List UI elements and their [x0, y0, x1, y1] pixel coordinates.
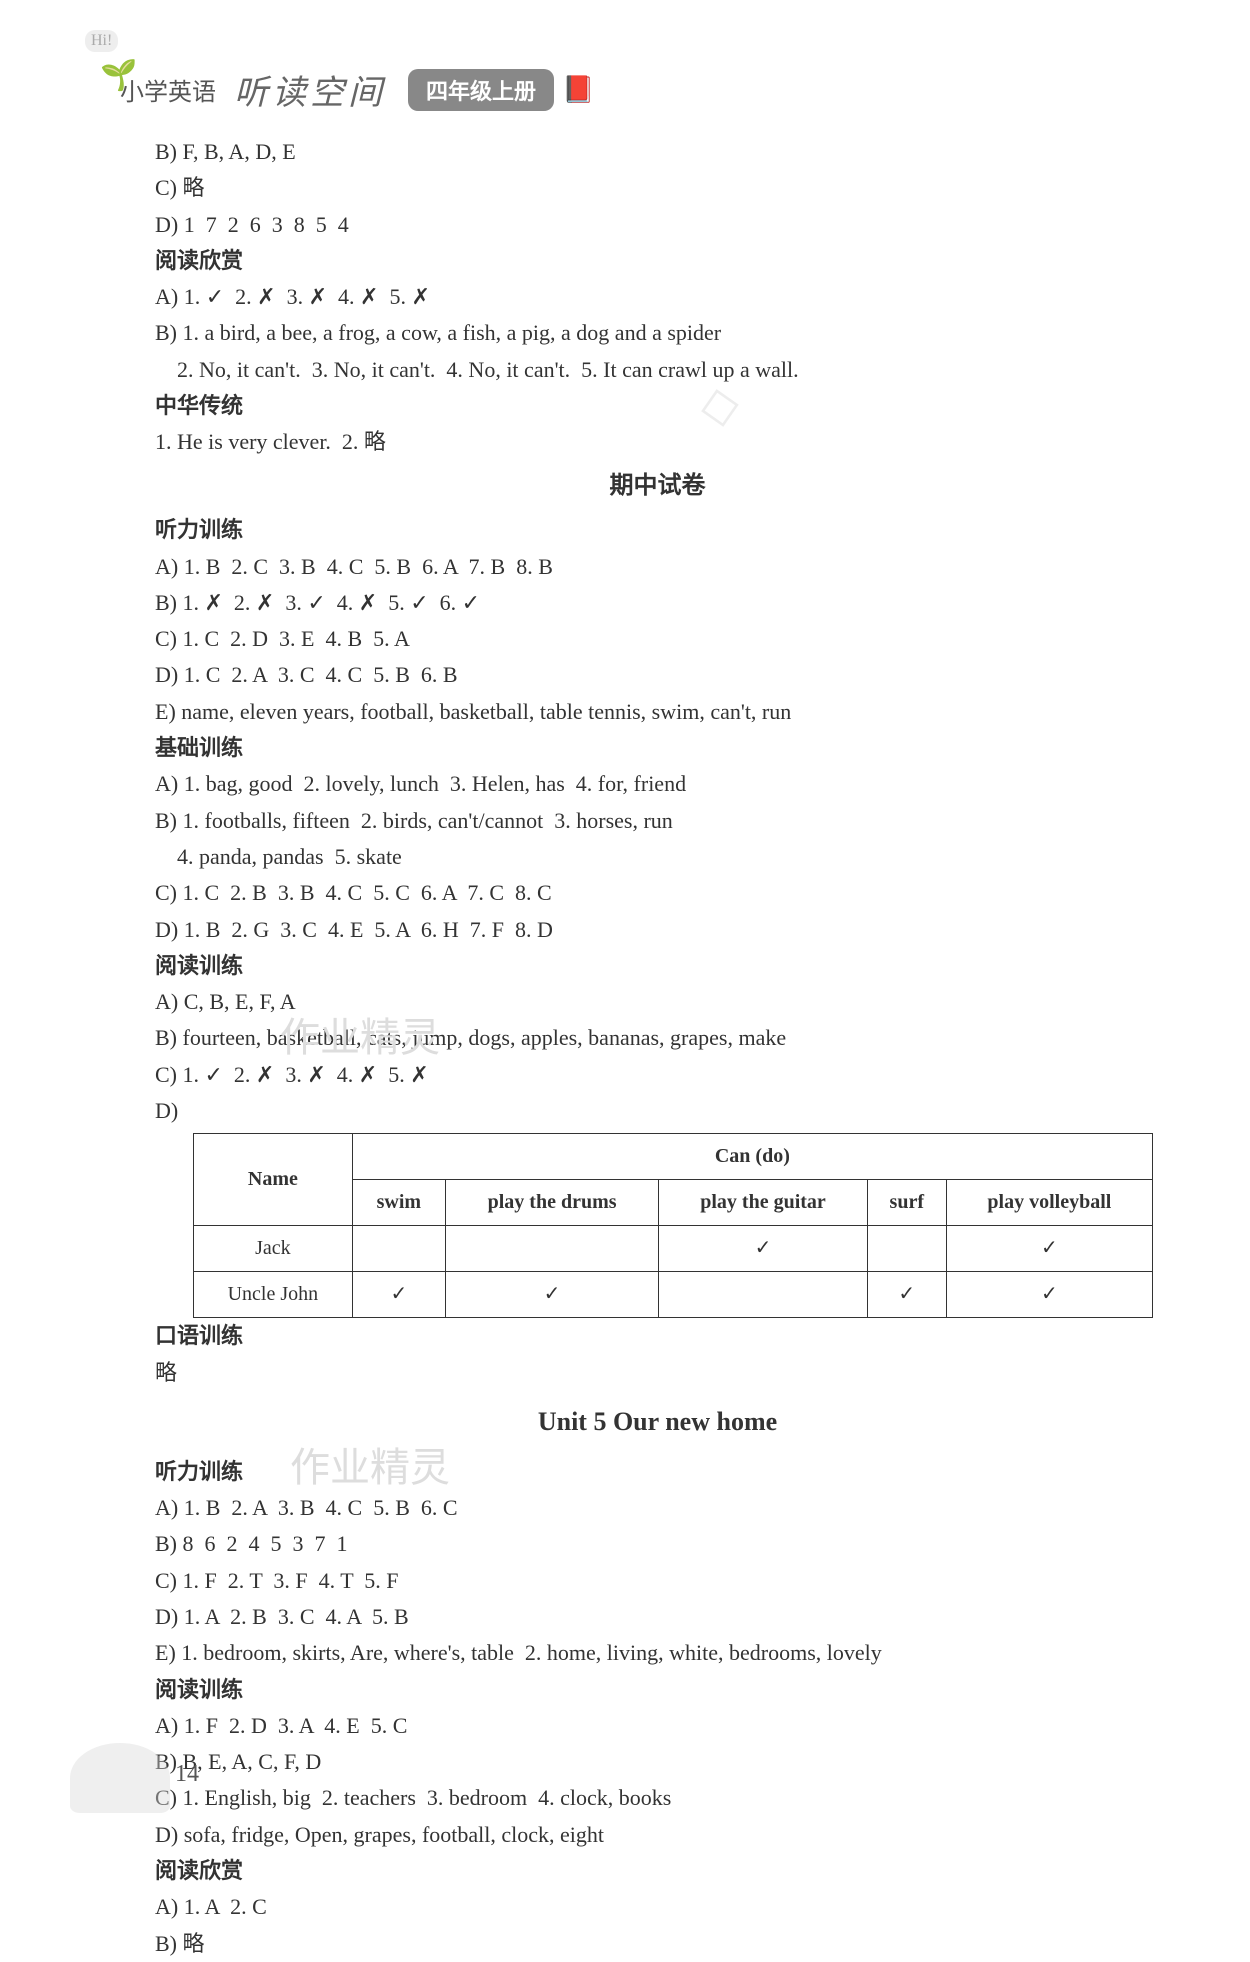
table-cell: ✓	[445, 1272, 658, 1318]
answer-line: B) F, B, A, D, E	[155, 134, 1160, 170]
answer-line: A) 1. B 2. C 3. B 4. C 5. B 6. A 7. B 8.…	[155, 549, 1160, 585]
answer-line: 1. He is very clever. 2. 略	[155, 424, 1160, 460]
answer-line: C) 1. C 2. B 3. B 4. C 5. C 6. A 7. C 8.…	[155, 875, 1160, 911]
table-col: play the drums	[445, 1180, 658, 1226]
answer-line: D) 1 7 2 6 3 8 5 4	[155, 207, 1160, 243]
answer-line: B) 1. a bird, a bee, a frog, a cow, a fi…	[155, 315, 1160, 351]
header-title: 小学英语	[120, 72, 216, 107]
table-cell	[867, 1226, 946, 1272]
section-header: 阅读训练	[155, 1672, 1160, 1708]
answer-line: 4. panda, pandas 5. skate	[155, 839, 1160, 875]
section-header: 口语训练	[155, 1318, 1160, 1354]
section-header: 基础训练	[155, 730, 1160, 766]
answer-line: C) 1. F 2. T 3. F 4. T 5. F	[155, 1563, 1160, 1599]
unit-title: Unit 5 Our new home	[155, 1401, 1160, 1444]
answer-line: A) 1. F 2. D 3. A 4. E 5. C	[155, 1708, 1160, 1744]
answer-line: D) 1. A 2. B 3. C 4. A 5. B	[155, 1599, 1160, 1635]
page-number: 14	[175, 1761, 199, 1788]
table-cell: ✓	[946, 1226, 1152, 1272]
answer-line: 2. No, it can't. 3. No, it can't. 4. No,…	[155, 352, 1160, 388]
table-cell	[445, 1226, 658, 1272]
answer-line: B) B, E, A, C, F, D	[155, 1744, 1160, 1780]
answer-line: A) 1. bag, good 2. lovely, lunch 3. Hele…	[155, 766, 1160, 802]
table-col: play the guitar	[659, 1180, 868, 1226]
main-content: B) F, B, A, D, E C) 略 D) 1 7 2 6 3 8 5 4…	[155, 134, 1160, 1962]
answer-line: D)	[155, 1093, 1160, 1129]
table-cell: Uncle John	[194, 1272, 353, 1318]
midterm-title: 期中试卷	[155, 467, 1160, 507]
table-cell: ✓	[352, 1272, 445, 1318]
table-col: swim	[352, 1180, 445, 1226]
flower-decoration-icon	[70, 1743, 170, 1813]
section-header: 听力训练	[155, 512, 1160, 548]
section-header: 阅读欣赏	[155, 243, 1160, 279]
table-cell: ✓	[659, 1226, 868, 1272]
can-do-table: Name Can (do) swim play the drums play t…	[193, 1133, 1153, 1318]
answer-line: B) 略	[155, 1926, 1160, 1962]
section-header: 阅读训练	[155, 948, 1160, 984]
table-row: Uncle John ✓ ✓ ✓ ✓	[194, 1272, 1153, 1318]
answer-line: A) C, B, E, F, A	[155, 984, 1160, 1020]
book-icon: 📕	[562, 75, 594, 105]
table-header-name: Name	[194, 1134, 353, 1226]
answer-line: C) 略	[155, 170, 1160, 206]
table-cell: ✓	[867, 1272, 946, 1318]
table-col: surf	[867, 1180, 946, 1226]
section-header: 听力训练	[155, 1454, 1160, 1490]
answer-line: A) 1. ✓ 2. ✗ 3. ✗ 4. ✗ 5. ✗	[155, 279, 1160, 315]
section-header: 阅读欣赏	[155, 1853, 1160, 1889]
answer-line: A) 1. B 2. A 3. B 4. C 5. B 6. C	[155, 1490, 1160, 1526]
answer-line: D) 1. C 2. A 3. C 4. C 5. B 6. B	[155, 657, 1160, 693]
answer-line: D) sofa, fridge, Open, grapes, football,…	[155, 1817, 1160, 1853]
answer-line: E) 1. bedroom, skirts, Are, where's, tab…	[155, 1635, 1160, 1671]
answer-line: C) 1. English, big 2. teachers 3. bedroo…	[155, 1780, 1160, 1816]
header-subtitle: 听读空间	[234, 65, 386, 114]
table-row: Jack ✓ ✓	[194, 1226, 1153, 1272]
answer-line: B) 1. footballs, fifteen 2. birds, can't…	[155, 803, 1160, 839]
page-header: 小学英语 听读空间 四年级上册 📕	[120, 65, 1160, 114]
answer-line: C) 1. C 2. D 3. E 4. B 5. A	[155, 621, 1160, 657]
answer-line: D) 1. B 2. G 3. C 4. E 5. A 6. H 7. F 8.…	[155, 912, 1160, 948]
answer-line: A) 1. A 2. C	[155, 1889, 1160, 1925]
answer-line: C) 1. ✓ 2. ✗ 3. ✗ 4. ✗ 5. ✗	[155, 1057, 1160, 1093]
answer-line: B) 1. ✗ 2. ✗ 3. ✓ 4. ✗ 5. ✓ 6. ✓	[155, 585, 1160, 621]
table-cell: ✓	[946, 1272, 1152, 1318]
answer-line: E) name, eleven years, football, basketb…	[155, 694, 1160, 730]
table-col: play volleyball	[946, 1180, 1152, 1226]
table-cell: Jack	[194, 1226, 353, 1272]
answer-line: B) fourteen, basketball, cats, jump, dog…	[155, 1020, 1160, 1056]
answer-line: B) 8 6 2 4 5 3 7 1	[155, 1526, 1160, 1562]
table-cell	[352, 1226, 445, 1272]
table-cell	[659, 1272, 868, 1318]
answer-line: 略	[155, 1355, 1160, 1391]
table-header-can: Can (do)	[352, 1134, 1152, 1180]
grade-badge: 四年级上册	[408, 69, 554, 111]
section-header: 中华传统	[155, 388, 1160, 424]
hi-bubble: Hi!	[85, 30, 118, 52]
